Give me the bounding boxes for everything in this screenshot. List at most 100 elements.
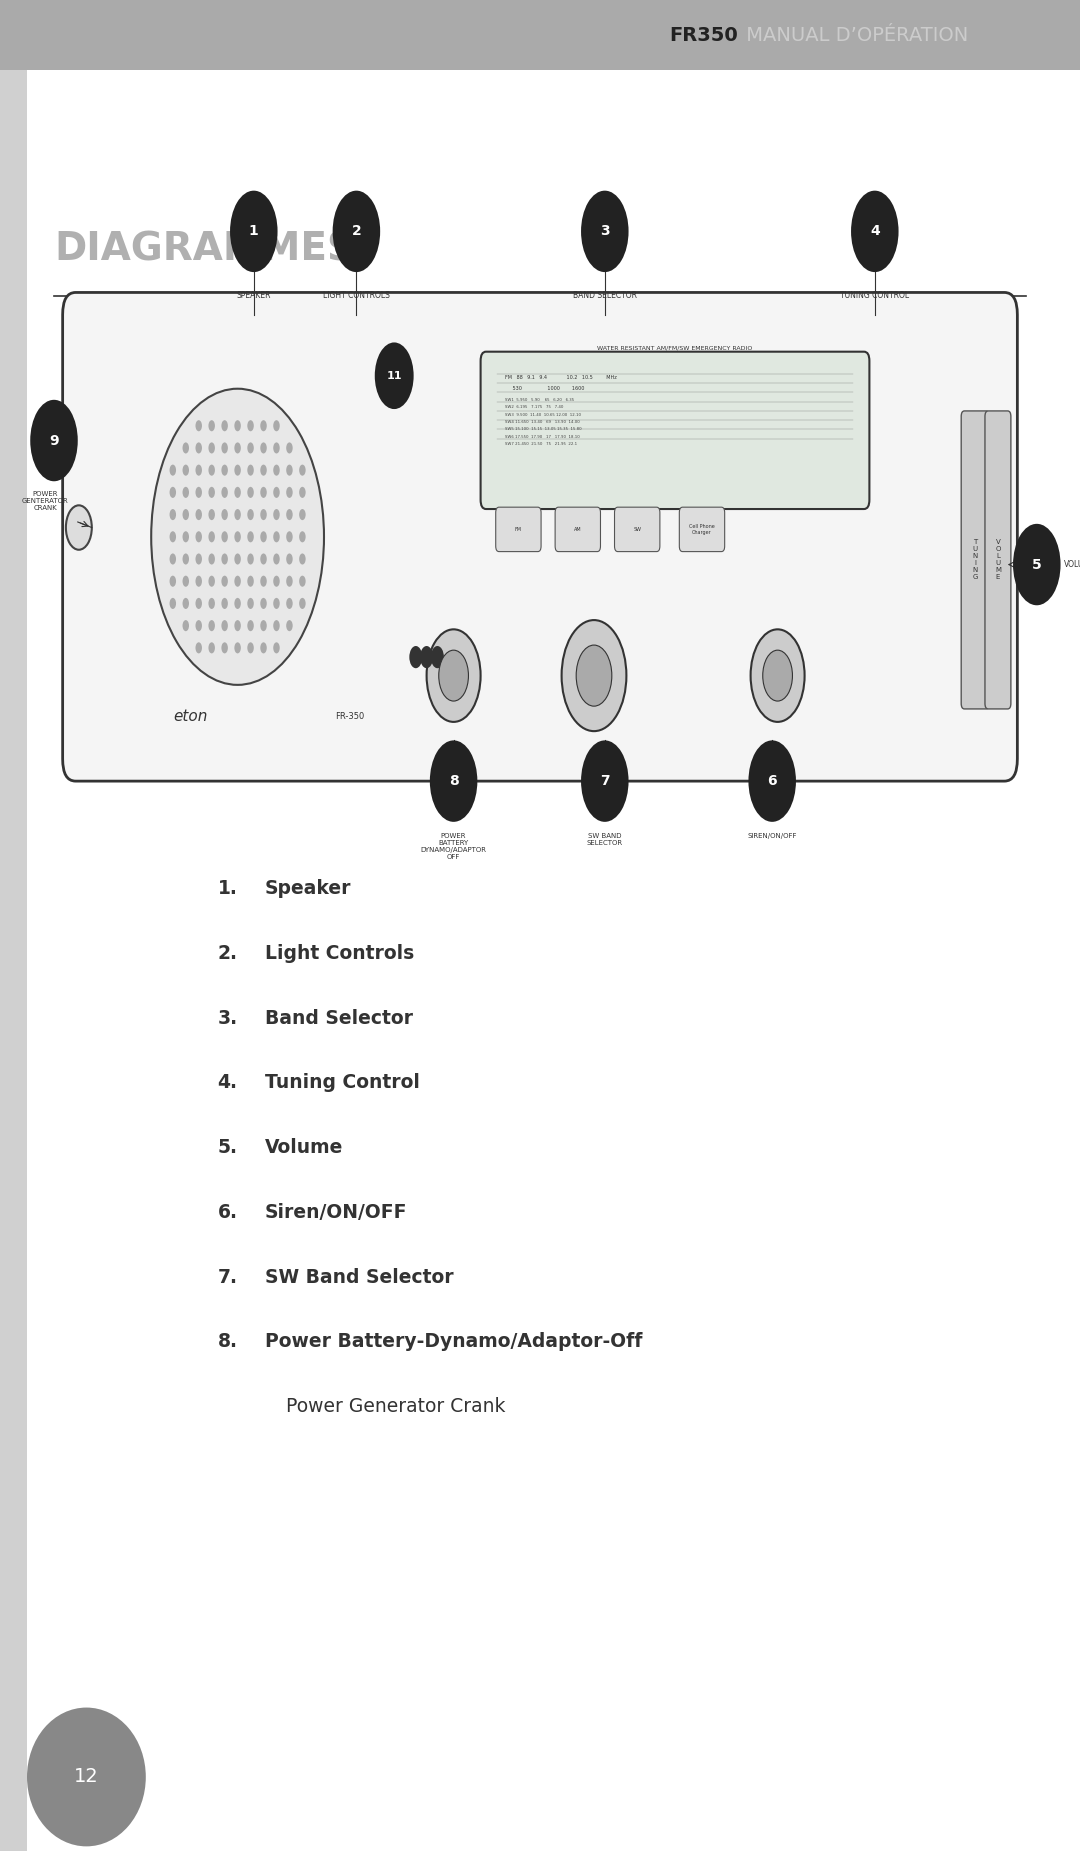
Circle shape bbox=[183, 509, 189, 520]
Circle shape bbox=[260, 598, 267, 609]
Text: 1.: 1. bbox=[218, 879, 238, 898]
Circle shape bbox=[208, 642, 215, 653]
Circle shape bbox=[183, 531, 189, 542]
Circle shape bbox=[234, 420, 241, 431]
Text: Cell Phone
Charger: Cell Phone Charger bbox=[689, 524, 715, 535]
Circle shape bbox=[183, 620, 189, 631]
Circle shape bbox=[286, 553, 293, 565]
Text: 4.: 4. bbox=[217, 1074, 238, 1092]
Circle shape bbox=[581, 740, 629, 822]
Circle shape bbox=[221, 420, 228, 431]
Text: 11: 11 bbox=[387, 370, 402, 381]
Circle shape bbox=[260, 620, 267, 631]
FancyBboxPatch shape bbox=[961, 411, 989, 709]
Circle shape bbox=[234, 509, 241, 520]
Circle shape bbox=[234, 465, 241, 476]
Text: SW7 21.450  21.50   75   21.95  22.1: SW7 21.450 21.50 75 21.95 22.1 bbox=[505, 442, 578, 446]
Circle shape bbox=[151, 389, 324, 685]
Circle shape bbox=[221, 465, 228, 476]
Text: SW5 15.100  15.15  13.05 15.35  15.80: SW5 15.100 15.15 13.05 15.35 15.80 bbox=[505, 428, 582, 431]
Circle shape bbox=[299, 598, 306, 609]
Circle shape bbox=[431, 646, 444, 668]
Circle shape bbox=[66, 505, 92, 550]
Circle shape bbox=[562, 620, 626, 731]
Circle shape bbox=[234, 620, 241, 631]
Text: 9: 9 bbox=[50, 433, 58, 448]
Circle shape bbox=[333, 191, 380, 272]
Circle shape bbox=[170, 598, 176, 609]
Circle shape bbox=[183, 487, 189, 498]
Text: 530                 1000        1600: 530 1000 1600 bbox=[505, 387, 584, 391]
Circle shape bbox=[273, 576, 280, 587]
Circle shape bbox=[273, 642, 280, 653]
FancyBboxPatch shape bbox=[0, 70, 27, 1851]
Circle shape bbox=[195, 487, 202, 498]
Text: SPEAKER: SPEAKER bbox=[237, 291, 271, 300]
Text: SIREN/ON/OFF: SIREN/ON/OFF bbox=[747, 833, 797, 839]
Circle shape bbox=[195, 598, 202, 609]
Circle shape bbox=[221, 553, 228, 565]
Circle shape bbox=[195, 553, 202, 565]
Circle shape bbox=[762, 650, 793, 702]
Circle shape bbox=[195, 620, 202, 631]
Circle shape bbox=[221, 509, 228, 520]
Text: POWER
GENTERATOR
CRANK: POWER GENTERATOR CRANK bbox=[22, 491, 69, 511]
Circle shape bbox=[208, 442, 215, 453]
Circle shape bbox=[183, 598, 189, 609]
Text: 1: 1 bbox=[248, 224, 259, 239]
Circle shape bbox=[299, 465, 306, 476]
Circle shape bbox=[273, 531, 280, 542]
FancyBboxPatch shape bbox=[63, 292, 1017, 781]
Circle shape bbox=[247, 420, 254, 431]
Circle shape bbox=[208, 620, 215, 631]
Text: POWER
BATTERY
DYNAMO/ADAPTOR
OFF: POWER BATTERY DYNAMO/ADAPTOR OFF bbox=[420, 833, 487, 861]
Circle shape bbox=[260, 442, 267, 453]
Circle shape bbox=[234, 598, 241, 609]
Circle shape bbox=[273, 442, 280, 453]
Circle shape bbox=[273, 465, 280, 476]
Text: Power Generator Crank: Power Generator Crank bbox=[286, 1398, 505, 1416]
Circle shape bbox=[170, 509, 176, 520]
Text: Band Selector: Band Selector bbox=[265, 1009, 413, 1027]
Circle shape bbox=[273, 598, 280, 609]
Text: SW6 17.550  17.90   17   17.90  18.10: SW6 17.550 17.90 17 17.90 18.10 bbox=[505, 435, 580, 439]
Text: FM: FM bbox=[515, 528, 522, 531]
Circle shape bbox=[221, 620, 228, 631]
Text: T
U
N
I
N
G: T U N I N G bbox=[973, 539, 977, 579]
Text: Power Battery-Dynamo/Adaptor-Off: Power Battery-Dynamo/Adaptor-Off bbox=[265, 1333, 642, 1351]
Text: 4: 4 bbox=[869, 224, 880, 239]
Circle shape bbox=[247, 576, 254, 587]
Text: Tuning Control: Tuning Control bbox=[265, 1074, 419, 1092]
Circle shape bbox=[851, 191, 899, 272]
Text: eton: eton bbox=[173, 709, 207, 724]
Circle shape bbox=[208, 598, 215, 609]
Circle shape bbox=[260, 465, 267, 476]
Circle shape bbox=[576, 646, 612, 707]
Circle shape bbox=[273, 620, 280, 631]
Circle shape bbox=[247, 442, 254, 453]
Circle shape bbox=[581, 191, 629, 272]
FancyBboxPatch shape bbox=[481, 352, 869, 509]
Circle shape bbox=[1013, 524, 1061, 605]
Circle shape bbox=[438, 650, 469, 702]
Circle shape bbox=[286, 576, 293, 587]
Circle shape bbox=[260, 576, 267, 587]
Circle shape bbox=[230, 191, 278, 272]
Text: SW4 11.650  13.40   69   13.90  14.00: SW4 11.650 13.40 69 13.90 14.00 bbox=[505, 420, 580, 424]
FancyBboxPatch shape bbox=[679, 507, 725, 552]
Text: Volume: Volume bbox=[265, 1138, 343, 1157]
Text: WATER RESISTANT AM/FM/SW EMERGENCY RADIO: WATER RESISTANT AM/FM/SW EMERGENCY RADIO bbox=[597, 346, 753, 350]
Circle shape bbox=[208, 553, 215, 565]
Circle shape bbox=[748, 740, 796, 822]
Text: SW BAND
SELECTOR: SW BAND SELECTOR bbox=[586, 833, 623, 846]
Text: 6: 6 bbox=[768, 774, 777, 789]
Circle shape bbox=[247, 509, 254, 520]
Text: SW Band Selector: SW Band Selector bbox=[265, 1268, 454, 1286]
Circle shape bbox=[234, 576, 241, 587]
Text: FM   88   9.1   9.4             10.2   10.5         MHz: FM 88 9.1 9.4 10.2 10.5 MHz bbox=[505, 376, 618, 379]
Text: FR350: FR350 bbox=[670, 26, 739, 44]
Text: 2.: 2. bbox=[217, 944, 238, 963]
Circle shape bbox=[299, 487, 306, 498]
Circle shape bbox=[195, 642, 202, 653]
Text: 3.: 3. bbox=[217, 1009, 238, 1027]
